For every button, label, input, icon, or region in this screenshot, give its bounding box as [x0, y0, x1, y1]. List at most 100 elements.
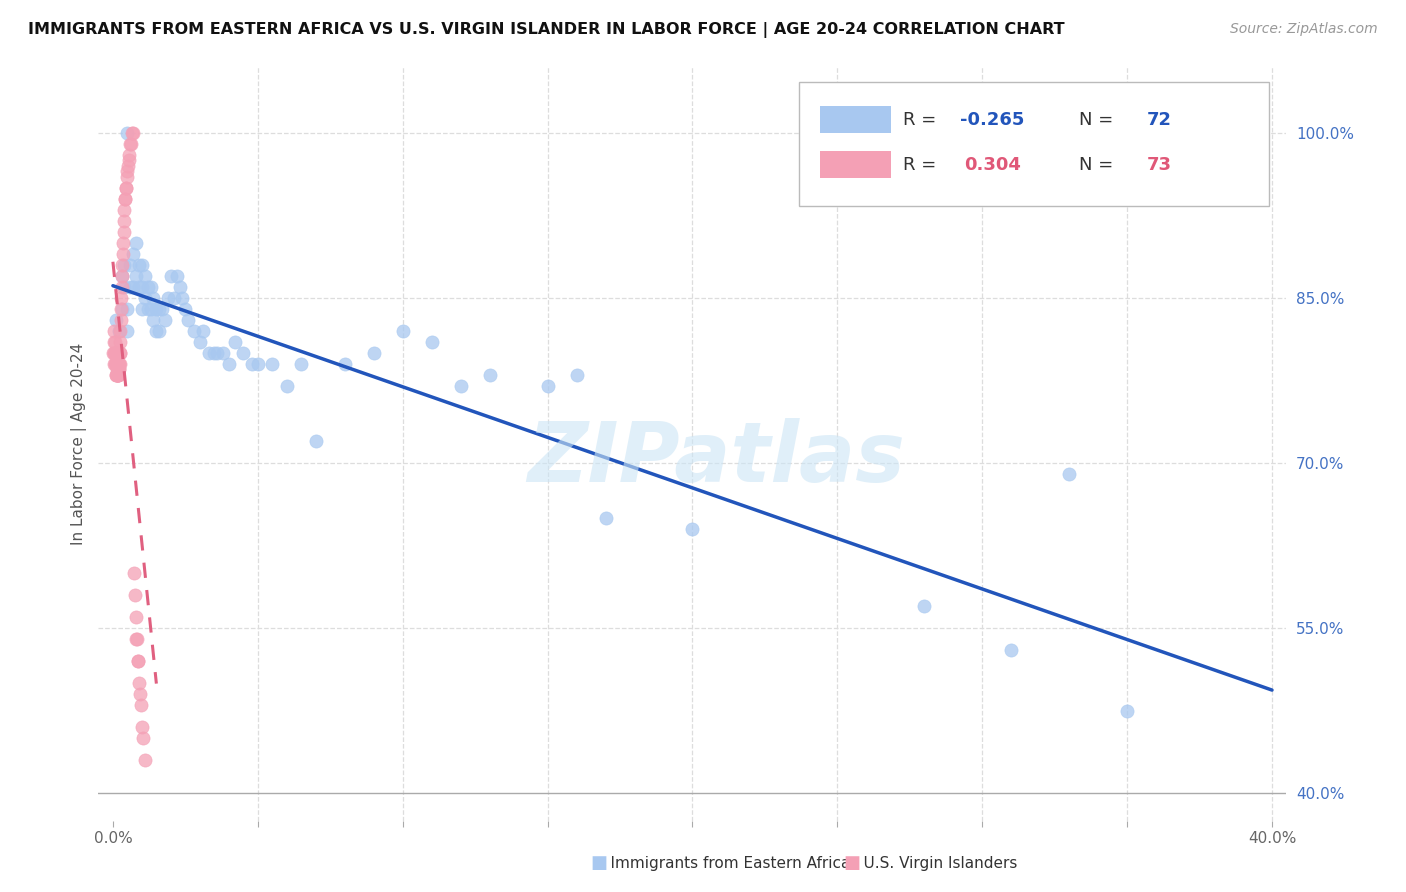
FancyBboxPatch shape [800, 82, 1268, 206]
Point [115, 181, 138, 195]
Point [153, 313, 176, 327]
Point [124, 588, 146, 602]
Point [290, 357, 312, 371]
Point [112, 235, 135, 250]
Point [108, 362, 131, 376]
Text: 0.304: 0.304 [965, 156, 1021, 174]
Point [107, 362, 129, 376]
Point [131, 720, 153, 734]
Point [536, 379, 558, 393]
Point [391, 324, 413, 338]
Point [111, 268, 134, 283]
Point [191, 324, 214, 338]
Point [108, 334, 131, 349]
Point [128, 258, 150, 272]
Point [131, 258, 153, 272]
Text: R =: R = [903, 111, 942, 128]
Point [105, 368, 128, 382]
Point [108, 346, 131, 360]
Point [105, 368, 128, 382]
Point [197, 346, 219, 360]
Point [114, 280, 136, 294]
Point [681, 522, 703, 536]
Point [117, 126, 139, 140]
Point [110, 313, 132, 327]
Point [105, 357, 128, 371]
Text: N =: N = [1078, 156, 1119, 174]
Point [104, 346, 127, 360]
Point [183, 324, 205, 338]
Point [114, 202, 136, 217]
Point [118, 148, 141, 162]
Point [131, 280, 153, 294]
Point [117, 301, 139, 316]
Point [107, 357, 129, 371]
Point [305, 434, 328, 448]
Point [122, 126, 145, 140]
Point [103, 357, 125, 371]
Point [148, 324, 170, 338]
Point [122, 280, 145, 294]
Text: Source: ZipAtlas.com: Source: ZipAtlas.com [1230, 22, 1378, 37]
Point [110, 280, 132, 294]
Text: ZIPatlas: ZIPatlas [527, 418, 905, 500]
Point [450, 379, 472, 393]
Point [104, 346, 127, 360]
Point [125, 235, 148, 250]
Point [128, 676, 150, 690]
Point [188, 334, 211, 349]
Point [128, 687, 150, 701]
Text: 73: 73 [1146, 156, 1171, 174]
Point [132, 731, 155, 745]
Point [105, 357, 128, 371]
Point [114, 258, 136, 272]
Point [232, 346, 254, 360]
Point [105, 357, 128, 371]
Point [105, 346, 128, 360]
Point [117, 159, 139, 173]
Point [122, 566, 145, 580]
Point [127, 654, 149, 668]
Point [114, 192, 136, 206]
Point [134, 268, 156, 283]
Point [205, 346, 228, 360]
Point [127, 654, 149, 668]
Text: ■: ■ [844, 855, 860, 872]
Point [134, 753, 156, 767]
Point [139, 280, 162, 294]
Point [148, 301, 170, 316]
Point [166, 268, 188, 283]
Point [105, 368, 128, 382]
Point [174, 301, 197, 316]
Point [110, 301, 132, 316]
Point [108, 357, 131, 371]
Point [202, 346, 225, 360]
Point [478, 368, 501, 382]
Point [212, 346, 235, 360]
Point [218, 357, 240, 371]
Point [104, 334, 127, 349]
Point [105, 362, 128, 376]
Point [104, 357, 127, 371]
Point [1116, 704, 1139, 718]
Point [124, 610, 146, 624]
Text: 72: 72 [1146, 111, 1171, 128]
Point [333, 357, 356, 371]
Point [172, 291, 194, 305]
Text: U.S. Virgin Islanders: U.S. Virgin Islanders [844, 856, 1017, 871]
Point [134, 291, 156, 305]
Point [112, 214, 135, 228]
Point [120, 136, 142, 151]
Text: -0.265: -0.265 [960, 111, 1024, 128]
Point [107, 362, 129, 376]
Point [104, 346, 127, 360]
Point [104, 313, 127, 327]
Point [125, 632, 148, 646]
Point [177, 313, 200, 327]
Point [136, 301, 159, 316]
Point [108, 362, 131, 376]
Point [156, 291, 179, 305]
Point [125, 268, 148, 283]
Point [131, 301, 153, 316]
Point [103, 334, 125, 349]
